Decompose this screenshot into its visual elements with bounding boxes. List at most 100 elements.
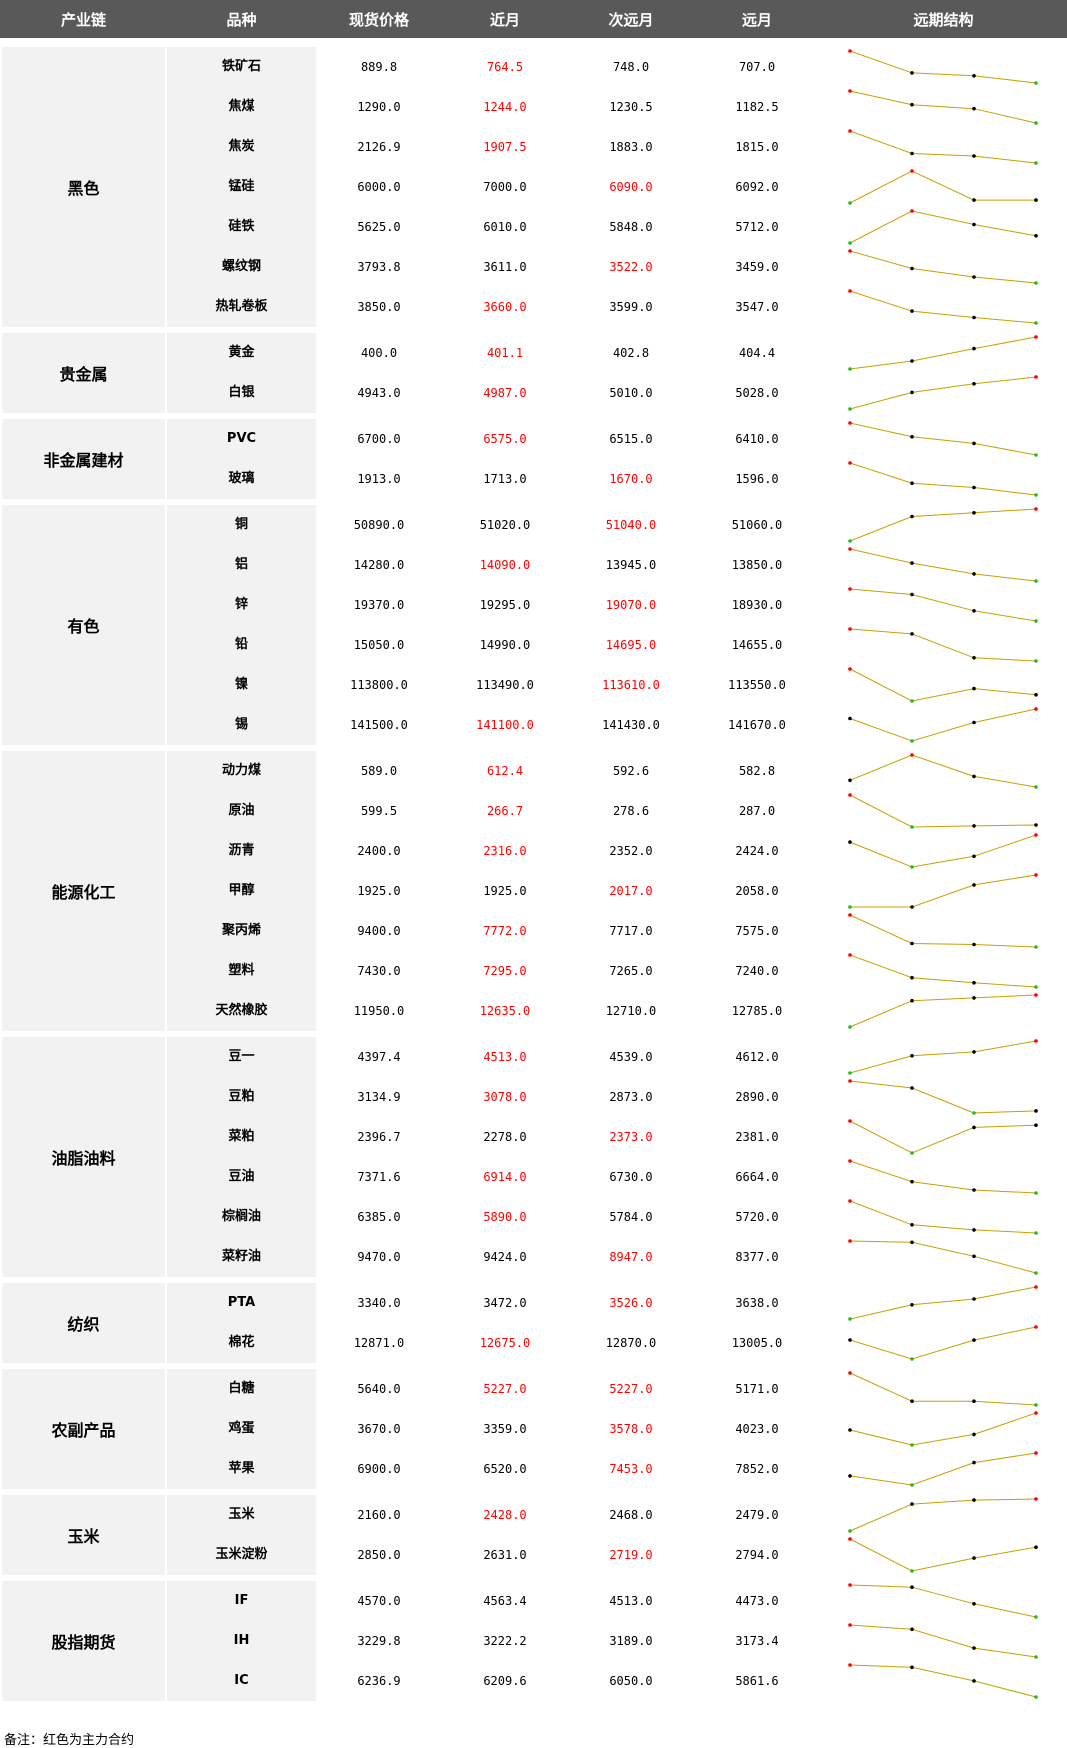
variety-cell-text: IF [234,1593,249,1608]
table-row: 动力煤 589.0 612.4 592.6 582.8 [0,751,1067,791]
variety-cell-text: 苹果 [228,1461,255,1476]
far-month-cell: 582.8 [738,764,776,778]
spot-price-cell: 9400.0 [357,924,401,938]
spot-price-cell: 113800.0 [350,678,408,692]
spot-price-cell: 14280.0 [353,558,405,572]
table-row: 黄金 400.0 401.1 402.8 404.4 [0,333,1067,373]
group-cell: 非金属建材 [2,419,165,499]
spot-price-cell: 4943.0 [357,386,401,400]
next-month-cell: 113610.0 [602,678,660,692]
variety-column-bg [167,751,316,1031]
group-cell: 油脂油料 [2,1037,165,1277]
variety-cell-text: 硅铁 [228,219,255,234]
variety-cell-text: 玉米 [228,1507,255,1522]
next-month-cell: 5010.0 [609,386,653,400]
variety-cell-text: 甲醇 [228,883,255,898]
spot-price-cell: 19370.0 [353,598,405,612]
variety-cell-text: 菜粕 [228,1129,255,1144]
near-month-cell: 2316.0 [483,844,527,858]
spot-price-cell: 2400.0 [357,844,401,858]
spot-price-cell: 1925.0 [357,884,401,898]
variety-cell-text: 镍 [234,677,248,692]
spot-price-cell: 6700.0 [357,432,401,446]
far-month-cell: 51060.0 [731,518,783,532]
table-row: PVC 6700.0 6575.0 6515.0 6410.0 [0,419,1067,459]
table-row: 热轧卷板 3850.0 3660.0 3599.0 3547.0 [0,287,1067,327]
spot-price-cell: 141500.0 [350,718,408,732]
next-month-cell: 4513.0 [609,1594,653,1608]
far-month-cell: 3638.0 [735,1296,779,1310]
header-chain: 产业链 [60,10,106,29]
next-month-cell: 141430.0 [602,718,660,732]
variety-column-bg [167,47,316,327]
next-month-cell: 1883.0 [609,140,653,154]
table-row: 沥青 2400.0 2316.0 2352.0 2424.0 [0,831,1067,871]
next-month-cell: 2373.0 [609,1130,653,1144]
next-month-cell: 592.6 [612,764,650,778]
far-month-cell: 5720.0 [735,1210,779,1224]
near-month-cell: 5227.0 [483,1382,527,1396]
far-month-cell: 113550.0 [728,678,786,692]
variety-cell-text: 塑料 [228,963,255,978]
spot-price-cell: 400.0 [360,346,398,360]
next-month-cell: 6730.0 [609,1170,653,1184]
spot-price-cell: 5640.0 [357,1382,401,1396]
header-next: 次远月 [608,10,654,29]
next-month-cell: 2352.0 [609,844,653,858]
far-month-cell: 12785.0 [731,1004,783,1018]
near-month-cell: 6914.0 [483,1170,527,1184]
variety-cell-text: 锌 [234,597,248,612]
spot-price-cell: 4397.4 [357,1050,401,1064]
near-month-cell: 12675.0 [479,1336,531,1350]
far-month-cell: 2794.0 [735,1548,779,1562]
far-month-cell: 2890.0 [735,1090,779,1104]
variety-cell-text: 锡 [234,717,248,732]
table-row: 天然橡胶 11950.0 12635.0 12710.0 12785.0 [0,991,1067,1031]
far-month-cell: 2479.0 [735,1508,779,1522]
variety-cell-text: PVC [226,431,257,446]
next-month-cell: 7453.0 [609,1462,653,1476]
spot-price-cell: 3229.8 [357,1634,401,1648]
far-month-cell: 18930.0 [731,598,783,612]
variety-cell-text: 沥青 [228,843,255,858]
far-month-cell: 2381.0 [735,1130,779,1144]
variety-cell-text: 豆粕 [228,1089,255,1104]
far-month-cell: 5712.0 [735,220,779,234]
variety-cell-text: 豆一 [228,1049,255,1064]
far-month-cell: 3173.4 [735,1634,779,1648]
table-row: 菜粕 2396.7 2278.0 2373.0 2381.0 [0,1117,1067,1157]
table-row: 锡 141500.0 141100.0 141430.0 141670.0 [0,705,1067,745]
header-spot: 现货价格 [348,10,409,29]
near-month-cell: 6520.0 [483,1462,527,1476]
variety-column-bg [167,1369,316,1489]
far-month-cell: 2424.0 [735,844,779,858]
spot-price-cell: 6236.9 [357,1674,401,1688]
variety-cell-text: 天然橡胶 [215,1003,268,1018]
near-month-cell: 9424.0 [483,1250,527,1264]
next-month-cell: 7265.0 [609,964,653,978]
table-header: 产业链 品种 现货价格 近月 次远月 远月 远期结构 [0,0,1067,38]
table-row: 原油 599.5 266.7 278.6 287.0 [0,791,1067,831]
next-month-cell: 5227.0 [609,1382,653,1396]
next-month-cell: 8947.0 [609,1250,653,1264]
spot-price-cell: 5625.0 [357,220,401,234]
table-row: 玉米 2160.0 2428.0 2468.0 2479.0 [0,1495,1067,1535]
spot-price-cell: 3670.0 [357,1422,401,1436]
spot-price-cell: 3850.0 [357,300,401,314]
spot-price-cell: 7430.0 [357,964,401,978]
far-month-cell: 13850.0 [731,558,783,572]
near-month-cell: 2278.0 [483,1130,527,1144]
variety-cell-text: 动力煤 [221,763,261,778]
table-row: 玉米淀粉 2850.0 2631.0 2719.0 2794.0 [0,1535,1067,1575]
next-month-cell: 6515.0 [609,432,653,446]
table-row: 镍 113800.0 113490.0 113610.0 113550.0 [0,665,1067,705]
next-month-cell: 3599.0 [609,300,653,314]
variety-cell-text: 铝 [234,557,248,572]
near-month-cell: 1713.0 [483,472,527,486]
group-cell: 贵金属 [2,333,165,413]
variety-cell-text: IH [233,1633,250,1648]
variety-cell-text: 聚丙烯 [221,923,261,938]
next-month-cell: 14695.0 [605,638,657,652]
variety-column-bg [167,1581,316,1701]
